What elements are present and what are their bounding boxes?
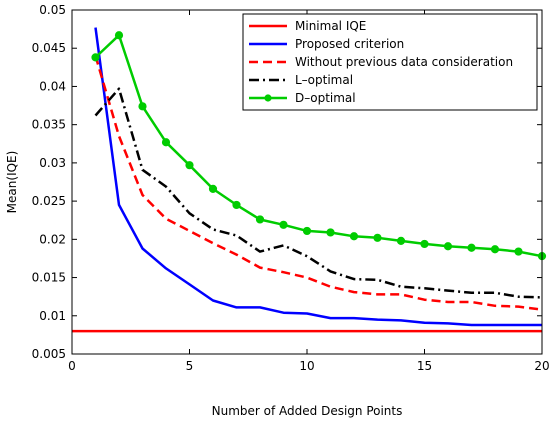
data-point	[514, 247, 523, 256]
data-point	[373, 233, 382, 242]
data-point	[302, 226, 312, 236]
legend-label: Minimal IQE	[295, 19, 366, 33]
data-point	[420, 239, 429, 249]
series-3	[94, 87, 543, 299]
data-point	[490, 245, 500, 254]
data-point	[138, 102, 147, 111]
y-tick-label: 0.045	[32, 41, 66, 55]
legend-item: Proposed criterion	[249, 37, 404, 51]
data-point	[114, 31, 124, 40]
y-tick-label: 0.04	[39, 79, 66, 93]
series-2	[94, 55, 543, 311]
y-tick-label: 0.025	[32, 194, 66, 208]
y-tick-label: 0.01	[39, 309, 66, 323]
data-point	[443, 242, 453, 251]
data-point	[396, 236, 406, 245]
data-point	[91, 53, 100, 62]
y-tick-label: 0.05	[39, 3, 66, 17]
y-tick-label: 0.035	[32, 118, 66, 132]
legend-label: Without previous data consideration	[295, 55, 513, 69]
legend-item: Without previous data consideration	[249, 55, 513, 69]
series-line	[94, 27, 542, 327]
legend-marker	[264, 94, 272, 102]
legend-item: L–optimal	[249, 73, 353, 87]
series-layer	[72, 27, 547, 333]
series-line	[94, 87, 543, 299]
legend-label: Proposed criterion	[295, 37, 404, 51]
y-tick-label: 0.03	[39, 156, 66, 170]
x-tick-label: 5	[186, 359, 194, 373]
data-point	[326, 228, 335, 237]
x-tick-label: 0	[68, 359, 76, 373]
series-4	[91, 31, 547, 261]
legend: Minimal IQE Proposed criterion Without pre…	[242, 13, 538, 111]
series-line	[94, 55, 543, 311]
y-tick-label: 0.015	[32, 271, 66, 285]
legend-label: D–optimal	[295, 91, 356, 105]
legend-label: L–optimal	[295, 73, 353, 87]
y-tick-label: 0.02	[39, 232, 66, 246]
data-point	[185, 161, 194, 170]
data-point	[349, 232, 359, 241]
x-axis-label: Number of Added Design Points	[212, 404, 403, 418]
x-tick-label: 15	[417, 359, 432, 373]
legend-item: D–optimal	[249, 91, 356, 105]
data-point	[255, 215, 265, 224]
y-axis-label: Mean(IQE)	[5, 151, 19, 214]
tick-layer: 0 5 10 15 20 0.005 0.01 0.015 0.02 0.025 0.03 0.035…	[32, 3, 550, 373]
series-1	[94, 27, 542, 327]
x-tick-label: 10	[299, 359, 314, 373]
legend-item: Minimal IQE	[249, 19, 366, 33]
data-point	[279, 220, 288, 229]
data-point	[161, 138, 171, 147]
data-point	[208, 184, 218, 193]
data-point	[467, 243, 476, 252]
data-point	[232, 200, 241, 210]
x-tick-label: 20	[534, 359, 549, 373]
y-tick-label: 0.005	[32, 347, 66, 361]
legend-box	[242, 13, 538, 111]
